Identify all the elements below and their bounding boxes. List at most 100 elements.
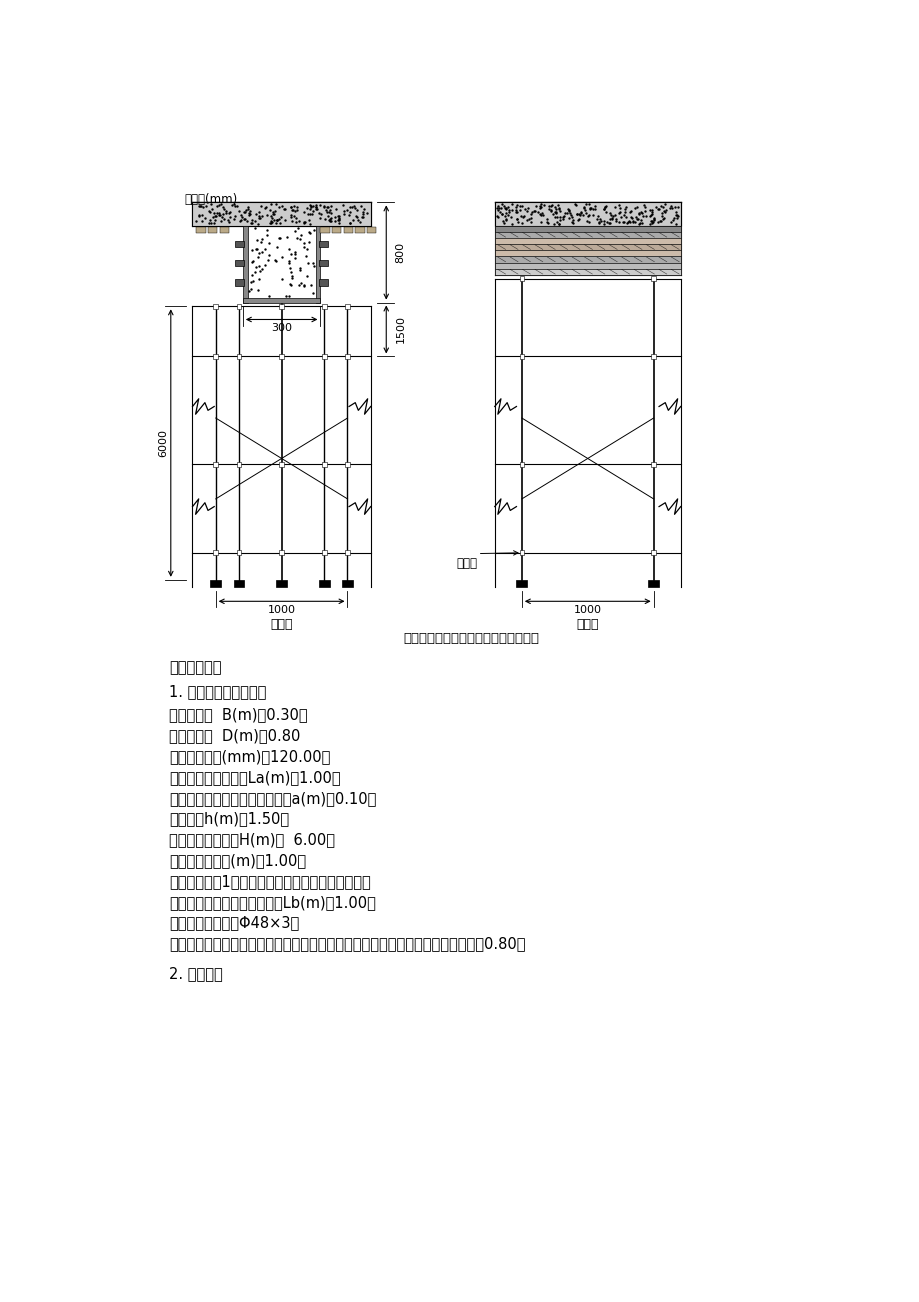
Point xyxy=(493,202,507,223)
Point xyxy=(634,202,649,223)
Point xyxy=(539,208,553,229)
Point xyxy=(611,202,626,223)
Point xyxy=(605,206,619,227)
Text: 双立杆: 双立杆 xyxy=(456,557,476,570)
Point xyxy=(271,228,286,249)
Point xyxy=(505,201,519,221)
Point xyxy=(563,204,578,225)
Point xyxy=(272,197,287,217)
Point xyxy=(299,198,313,219)
Point xyxy=(496,212,511,233)
Point xyxy=(533,204,548,225)
Point xyxy=(581,204,596,225)
Point xyxy=(284,268,299,289)
Point xyxy=(618,197,633,217)
Point xyxy=(274,195,289,216)
Point xyxy=(328,198,343,219)
Point xyxy=(309,198,323,219)
Point xyxy=(332,210,346,230)
Point xyxy=(537,195,551,216)
Point xyxy=(194,195,209,216)
Polygon shape xyxy=(519,354,524,359)
Point xyxy=(550,194,565,215)
Point xyxy=(619,212,634,233)
Point xyxy=(204,199,219,220)
Point xyxy=(582,199,596,220)
Point xyxy=(509,208,524,229)
Point xyxy=(642,214,657,234)
Point xyxy=(268,212,283,233)
Polygon shape xyxy=(651,462,655,466)
Point xyxy=(353,211,368,232)
Point xyxy=(652,197,667,217)
Point xyxy=(618,207,633,228)
Point xyxy=(240,197,255,217)
Point xyxy=(297,202,312,223)
Point xyxy=(234,207,249,228)
Point xyxy=(596,197,611,217)
Point xyxy=(283,197,298,217)
Point xyxy=(521,208,536,229)
Point xyxy=(604,207,618,228)
Point xyxy=(630,197,644,217)
Point xyxy=(214,210,229,230)
Point xyxy=(205,206,220,227)
Point xyxy=(555,207,570,228)
Point xyxy=(316,197,331,217)
Point xyxy=(261,285,276,306)
Polygon shape xyxy=(213,354,218,359)
Point xyxy=(552,207,567,228)
Point xyxy=(271,208,286,229)
Point xyxy=(551,198,566,219)
Point xyxy=(313,203,328,224)
Point xyxy=(261,245,276,266)
Point xyxy=(504,207,518,228)
Text: 扣件连接方式：双扣件，考虑扣件质量及保养情况，取扣件抗滑承载力折减系数：0.80；: 扣件连接方式：双扣件，考虑扣件质量及保养情况，取扣件抗滑承载力折减系数：0.80… xyxy=(169,936,525,952)
Point xyxy=(323,211,338,232)
Point xyxy=(645,210,660,230)
Polygon shape xyxy=(319,579,329,587)
Point xyxy=(238,208,253,229)
Point xyxy=(344,197,358,217)
Point xyxy=(317,208,332,229)
Text: 2. 荷载参数: 2. 荷载参数 xyxy=(169,966,222,982)
Point xyxy=(528,195,543,216)
Point xyxy=(284,211,299,232)
Point xyxy=(297,276,312,297)
Point xyxy=(215,204,230,225)
Point xyxy=(663,212,677,233)
Point xyxy=(191,195,206,216)
Point xyxy=(498,210,513,230)
Point xyxy=(615,212,630,233)
Point xyxy=(530,202,545,223)
Point xyxy=(281,285,296,306)
Point xyxy=(623,201,638,221)
Point xyxy=(321,206,335,227)
Point xyxy=(547,197,562,217)
Point xyxy=(523,212,538,233)
Point xyxy=(490,207,505,228)
Point xyxy=(292,228,307,249)
Point xyxy=(277,199,291,220)
Text: 梁截面宽度  B(m)：0.30；: 梁截面宽度 B(m)：0.30； xyxy=(169,707,308,723)
Text: 梁两侧立柱间距(m)：1.00；: 梁两侧立柱间距(m)：1.00； xyxy=(169,853,306,868)
Point xyxy=(267,201,282,221)
Point xyxy=(602,203,617,224)
Point xyxy=(287,206,301,227)
Point xyxy=(323,199,337,220)
Point xyxy=(552,210,567,230)
Polygon shape xyxy=(279,551,284,555)
Polygon shape xyxy=(322,551,326,555)
Point xyxy=(547,202,562,223)
Point xyxy=(505,214,519,234)
Point xyxy=(613,206,628,227)
Text: 一根承重立杆，木方支撑垂直于梁截面: 一根承重立杆，木方支撑垂直于梁截面 xyxy=(403,631,539,644)
Point xyxy=(249,203,264,224)
Point xyxy=(583,198,597,219)
Point xyxy=(252,242,267,263)
Point xyxy=(244,264,259,285)
Point xyxy=(502,199,516,220)
Text: 立杆步距h(m)：1.50；: 立杆步距h(m)：1.50； xyxy=(169,811,289,827)
Point xyxy=(655,201,670,221)
Point xyxy=(211,204,226,225)
